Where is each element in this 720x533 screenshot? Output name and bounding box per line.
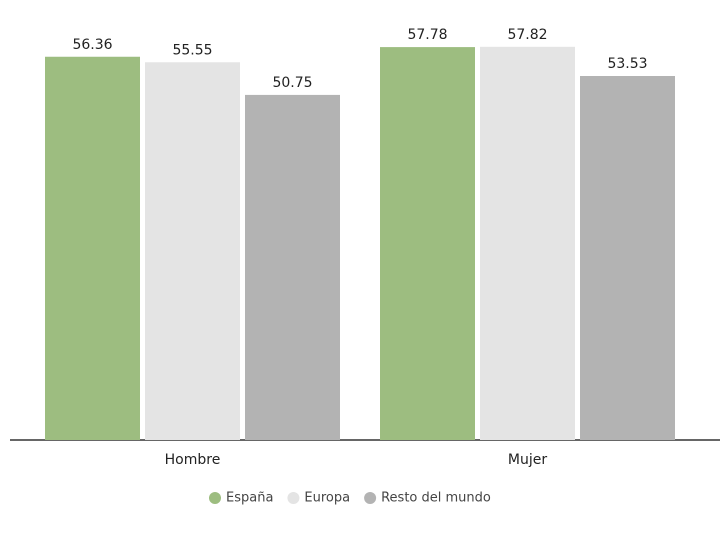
bar — [480, 46, 575, 440]
bar — [45, 56, 140, 440]
data-label: 57.78 — [407, 27, 447, 43]
legend-marker — [287, 492, 300, 504]
legend-marker — [364, 492, 377, 504]
legend-label: España — [226, 491, 273, 506]
data-label: 57.82 — [507, 27, 547, 43]
data-label: 53.53 — [607, 56, 647, 72]
data-label: 56.36 — [72, 37, 112, 53]
legend-label: Europa — [304, 491, 350, 506]
legend-label: Resto del mundo — [381, 491, 491, 506]
bar — [580, 75, 675, 440]
x-tick-label: Hombre — [165, 452, 221, 468]
data-label: 55.55 — [172, 42, 212, 58]
bar — [145, 62, 240, 440]
x-tick-label: Mujer — [508, 452, 547, 468]
data-label: 50.75 — [272, 75, 312, 91]
bar — [245, 94, 340, 441]
legend-marker — [209, 492, 221, 504]
bar — [380, 47, 475, 440]
